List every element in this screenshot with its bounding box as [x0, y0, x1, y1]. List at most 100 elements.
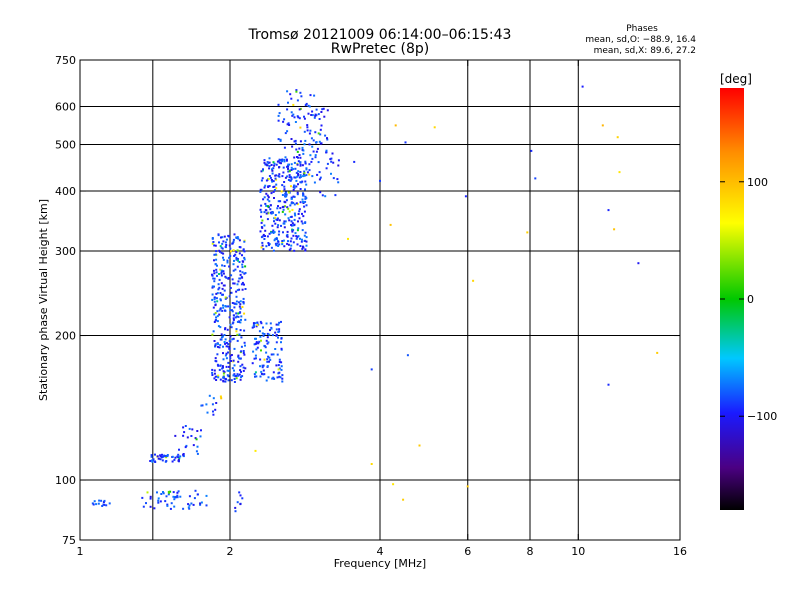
- data-point-o: [272, 249, 275, 252]
- data-point-o: [238, 305, 241, 308]
- data-point-o: [530, 149, 533, 152]
- data-point-x: [656, 351, 659, 354]
- data-point-o: [276, 207, 279, 210]
- data-point-o: [243, 240, 246, 243]
- data-point-o: [325, 151, 328, 154]
- data-point-o: [265, 212, 268, 215]
- data-point-o: [277, 114, 280, 117]
- data-point-o: [263, 333, 266, 335]
- data-point-o: [275, 218, 278, 221]
- data-point-o: [291, 222, 294, 225]
- data-point-o: [214, 263, 217, 266]
- data-point-o: [277, 331, 280, 333]
- data-point-o: [326, 138, 329, 141]
- data-point-o: [278, 161, 281, 164]
- data-point-o: [224, 342, 227, 345]
- data-point-o: [220, 251, 223, 254]
- data-point-o: [277, 233, 280, 236]
- data-point-o: [244, 272, 247, 274]
- data-point-o: [224, 297, 227, 300]
- data-point-o: [290, 220, 293, 223]
- data-points: [91, 85, 659, 513]
- data-point-o: [299, 140, 302, 143]
- data-point-o: [291, 208, 294, 211]
- data-point-o: [281, 374, 284, 377]
- data-point-o: [231, 338, 234, 341]
- data-point-o: [296, 243, 299, 246]
- data-point-o: [280, 368, 283, 371]
- data-point-o: [269, 211, 272, 214]
- data-point-o: [222, 240, 225, 243]
- data-point-o: [229, 255, 232, 257]
- data-point-o: [319, 191, 322, 194]
- data-point-o: [211, 368, 214, 371]
- data-point-o: [215, 316, 218, 319]
- data-point-o: [167, 493, 170, 496]
- data-point-o: [311, 114, 314, 117]
- data-point-o: [299, 161, 302, 164]
- data-point-o: [296, 236, 299, 239]
- data-point-o: [231, 302, 234, 304]
- data-point-o: [224, 328, 226, 331]
- data-point-o: [263, 159, 266, 162]
- data-point-o: [267, 341, 270, 344]
- data-point-o: [266, 336, 269, 339]
- data-point-o: [174, 496, 177, 499]
- data-point-o: [214, 244, 217, 247]
- data-point-o: [276, 226, 279, 229]
- data-point-o: [222, 306, 225, 309]
- data-point-o: [281, 380, 284, 383]
- data-point-o: [285, 158, 288, 161]
- x-tick-label: 6: [464, 545, 471, 558]
- data-point-o: [216, 300, 219, 303]
- data-point-o: [223, 265, 226, 267]
- data-point-o: [271, 180, 274, 183]
- data-point-o: [309, 129, 312, 132]
- data-point-o: [259, 358, 262, 361]
- data-point-o: [238, 491, 241, 494]
- data-point-o: [326, 162, 329, 165]
- data-point-o: [220, 269, 223, 272]
- data-point-o: [256, 324, 259, 327]
- data-point-o: [214, 253, 217, 256]
- data-point-o: [177, 459, 180, 462]
- data-point-o: [100, 499, 103, 502]
- data-point-o: [314, 154, 317, 157]
- data-point-o: [260, 370, 263, 373]
- data-point-o: [220, 272, 223, 275]
- data-point-o: [269, 208, 272, 211]
- axis-ticks: 1 2 4 6 8 10 16 75 100 200 300 400 500 600 750: [55, 54, 687, 558]
- data-point-o: [225, 341, 228, 344]
- data-point-o: [290, 224, 293, 226]
- data-point-o: [262, 168, 264, 171]
- data-point-o: [233, 306, 236, 309]
- data-point-o: [220, 246, 223, 249]
- data-point-o: [299, 156, 302, 159]
- data-point-o: [232, 374, 235, 377]
- data-point-o: [230, 379, 233, 382]
- data-point-o: [300, 240, 303, 243]
- phase-stats-x: mean, sd,X: 89.6, 27.2: [594, 46, 696, 56]
- data-point-o: [284, 132, 287, 135]
- data-point-o: [302, 215, 305, 218]
- data-point-o: [287, 170, 290, 173]
- data-point-o: [264, 235, 266, 237]
- data-point-o: [149, 497, 152, 500]
- data-point-o: [299, 237, 301, 240]
- data-point-o: [149, 505, 152, 508]
- data-point-o: [244, 367, 247, 370]
- data-point-o: [293, 249, 296, 252]
- data-point-o: [237, 280, 240, 283]
- data-point-o: [224, 296, 227, 299]
- data-point-o: [273, 239, 276, 242]
- data-point-o: [237, 315, 240, 318]
- data-point-o: [283, 160, 286, 163]
- data-point-o: [241, 281, 244, 284]
- data-point-o: [238, 301, 240, 304]
- data-point-o: [235, 256, 238, 259]
- data-point-o: [262, 326, 264, 329]
- colorbar-tick-label: 0: [747, 293, 754, 306]
- data-point-o: [268, 167, 271, 170]
- data-point-o: [261, 169, 264, 172]
- data-point-o: [299, 163, 302, 166]
